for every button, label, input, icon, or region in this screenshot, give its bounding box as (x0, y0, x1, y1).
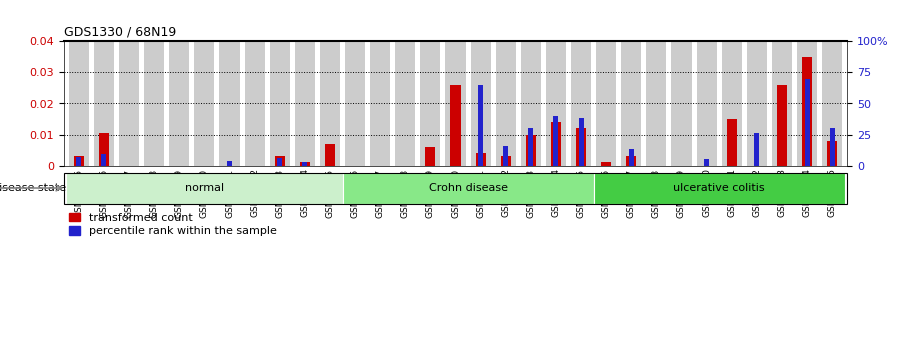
Bar (302, 162, 307, 166)
Bar (77, 157, 81, 166)
Bar (277, 158, 282, 166)
Text: disease state: disease state (0, 183, 67, 193)
Bar (797, 41, 817, 166)
Bar (646, 41, 667, 166)
Bar (777, 85, 787, 166)
Bar (370, 41, 390, 166)
Bar (571, 41, 591, 166)
Bar (69, 41, 89, 166)
Bar (445, 41, 466, 166)
Bar (496, 41, 516, 166)
Bar (67, 172, 343, 204)
Bar (325, 144, 335, 166)
Bar (101, 155, 107, 166)
Bar (343, 172, 594, 204)
Bar (804, 79, 810, 166)
Bar (704, 159, 709, 166)
Bar (227, 161, 232, 166)
Bar (74, 156, 84, 166)
Bar (754, 133, 760, 166)
Bar (578, 118, 584, 166)
Bar (722, 41, 742, 166)
Bar (830, 128, 834, 166)
Legend: transformed count, percentile rank within the sample: transformed count, percentile rank withi… (69, 213, 277, 236)
Bar (169, 41, 189, 166)
Text: normal: normal (185, 183, 224, 193)
Bar (747, 41, 767, 166)
Bar (594, 172, 844, 204)
Bar (528, 128, 533, 166)
Bar (621, 41, 641, 166)
Bar (596, 41, 616, 166)
Bar (546, 41, 566, 166)
Bar (244, 41, 265, 166)
Text: ulcerative colitis: ulcerative colitis (673, 183, 765, 193)
Bar (526, 135, 536, 166)
Bar (501, 156, 511, 166)
Bar (629, 149, 634, 166)
Bar (345, 41, 365, 166)
Bar (476, 153, 486, 166)
Bar (295, 41, 315, 166)
Bar (626, 156, 636, 166)
Bar (450, 85, 461, 166)
Bar (471, 41, 491, 166)
Bar (300, 162, 310, 166)
Bar (119, 41, 139, 166)
Bar (144, 41, 164, 166)
Bar (503, 146, 508, 166)
Bar (697, 41, 717, 166)
Bar (420, 41, 440, 166)
Bar (671, 41, 691, 166)
Bar (822, 41, 842, 166)
Text: GDS1330 / 68N19: GDS1330 / 68N19 (64, 26, 176, 39)
Bar (551, 122, 561, 166)
Bar (425, 147, 435, 166)
Bar (576, 128, 586, 166)
Bar (320, 41, 340, 166)
Bar (94, 41, 114, 166)
Bar (275, 156, 285, 166)
Bar (99, 133, 109, 166)
Bar (521, 41, 541, 166)
Bar (802, 57, 812, 166)
Bar (827, 141, 837, 166)
Bar (601, 162, 611, 166)
Bar (220, 41, 240, 166)
Bar (270, 41, 290, 166)
Bar (772, 41, 792, 166)
Text: Crohn disease: Crohn disease (428, 183, 507, 193)
Bar (554, 116, 558, 166)
Bar (478, 85, 483, 166)
Bar (395, 41, 415, 166)
Bar (194, 41, 214, 166)
Bar (727, 119, 737, 166)
